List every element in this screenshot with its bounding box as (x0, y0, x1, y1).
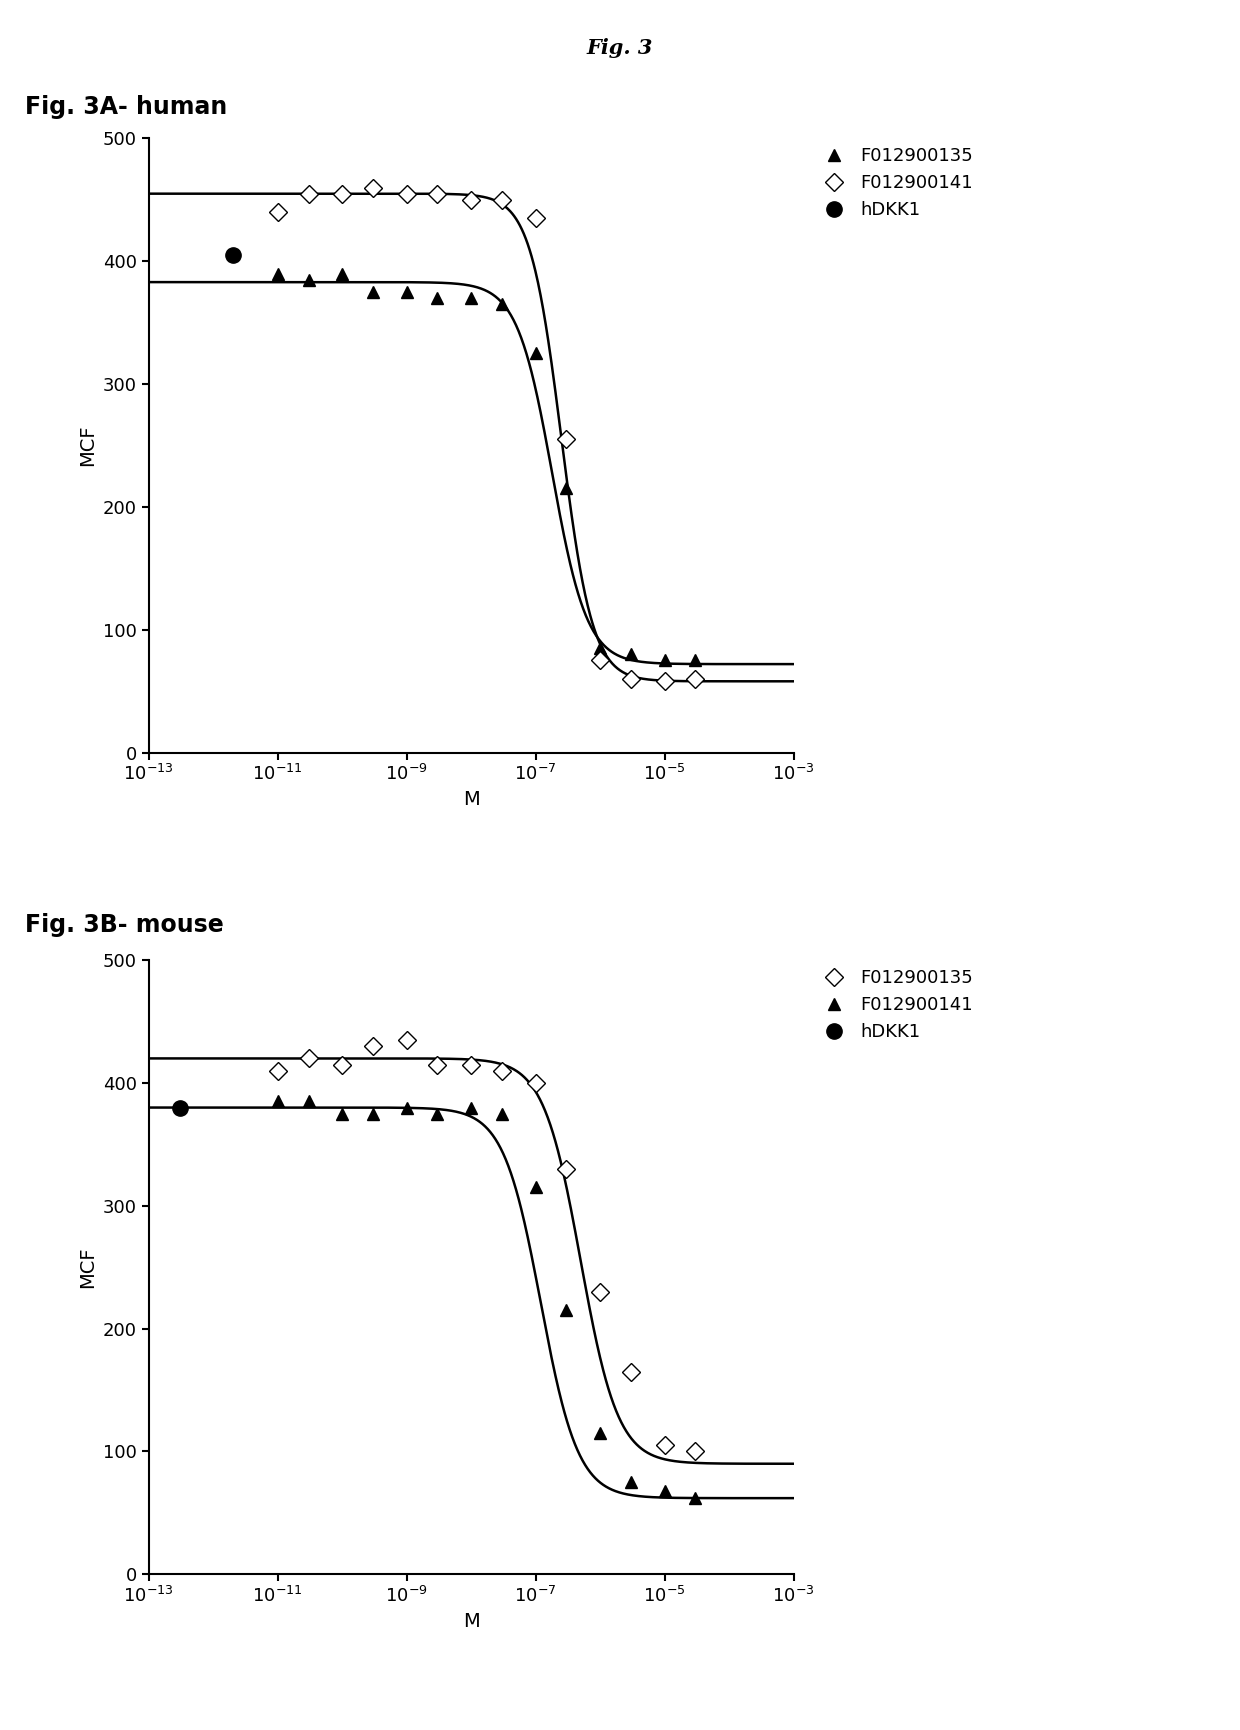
F012900135 (559, 1159, 574, 1180)
Y-axis label: MCF: MCF (78, 1246, 98, 1289)
F012900135 (624, 644, 639, 664)
F012900141 (270, 1092, 285, 1112)
F012900141 (464, 189, 479, 209)
F012900141 (366, 176, 381, 197)
Legend: F012900135, F012900141, hDKK1: F012900135, F012900141, hDKK1 (816, 969, 973, 1041)
F012900135 (301, 1048, 316, 1069)
F012900135 (270, 1060, 285, 1081)
F012900141 (559, 1299, 574, 1320)
F012900141 (495, 189, 510, 209)
F012900141 (335, 183, 350, 204)
Line: F012900141: F012900141 (272, 1095, 702, 1505)
F012900135 (366, 282, 381, 303)
F012900141 (464, 1097, 479, 1118)
F012900135 (657, 1434, 672, 1455)
F012900141 (495, 1104, 510, 1124)
F012900141 (593, 650, 608, 671)
Legend: F012900135, F012900141, hDKK1: F012900135, F012900141, hDKK1 (816, 147, 973, 220)
F012900141 (430, 1104, 445, 1124)
F012900141 (270, 202, 285, 223)
F012900135 (335, 263, 350, 284)
F012900141 (528, 1176, 543, 1197)
F012900141 (688, 1488, 703, 1509)
F012900135 (399, 1029, 414, 1050)
F012900141 (301, 1092, 316, 1112)
F012900135 (624, 1362, 639, 1382)
Line: F012900141: F012900141 (272, 182, 702, 687)
F012900135 (399, 282, 414, 303)
F012900135 (301, 270, 316, 291)
X-axis label: M: M (463, 1612, 480, 1631)
F012900135 (430, 287, 445, 308)
F012900141 (657, 671, 672, 692)
Y-axis label: MCF: MCF (78, 424, 98, 467)
F012900141 (335, 1104, 350, 1124)
F012900135 (528, 1073, 543, 1093)
F012900141 (593, 1422, 608, 1443)
F012900141 (624, 668, 639, 689)
F012900135 (335, 1054, 350, 1074)
Text: Fig. 3B- mouse: Fig. 3B- mouse (25, 913, 223, 938)
F012900135 (657, 650, 672, 671)
F012900135 (688, 1441, 703, 1462)
Text: Fig. 3A- human: Fig. 3A- human (25, 95, 227, 119)
F012900135 (559, 477, 574, 498)
F012900135 (593, 638, 608, 659)
F012900141 (366, 1104, 381, 1124)
F012900135 (430, 1054, 445, 1074)
F012900141 (399, 1097, 414, 1118)
F012900141 (301, 183, 316, 204)
F012900135 (495, 1060, 510, 1081)
F012900141 (688, 668, 703, 689)
F012900141 (657, 1481, 672, 1502)
F012900141 (559, 429, 574, 450)
F012900141 (430, 183, 445, 204)
F012900135 (593, 1282, 608, 1303)
F012900141 (528, 208, 543, 228)
Line: F012900135: F012900135 (272, 266, 702, 666)
F012900141 (624, 1472, 639, 1493)
F012900135 (688, 650, 703, 671)
F012900135 (366, 1036, 381, 1057)
F012900135 (464, 1054, 479, 1074)
F012900135 (495, 294, 510, 315)
F012900135 (270, 263, 285, 284)
F012900135 (464, 287, 479, 308)
Line: F012900135: F012900135 (272, 1035, 702, 1458)
F012900135 (528, 343, 543, 363)
F012900141 (399, 183, 414, 204)
X-axis label: M: M (463, 791, 480, 810)
Text: Fig. 3: Fig. 3 (587, 38, 653, 59)
